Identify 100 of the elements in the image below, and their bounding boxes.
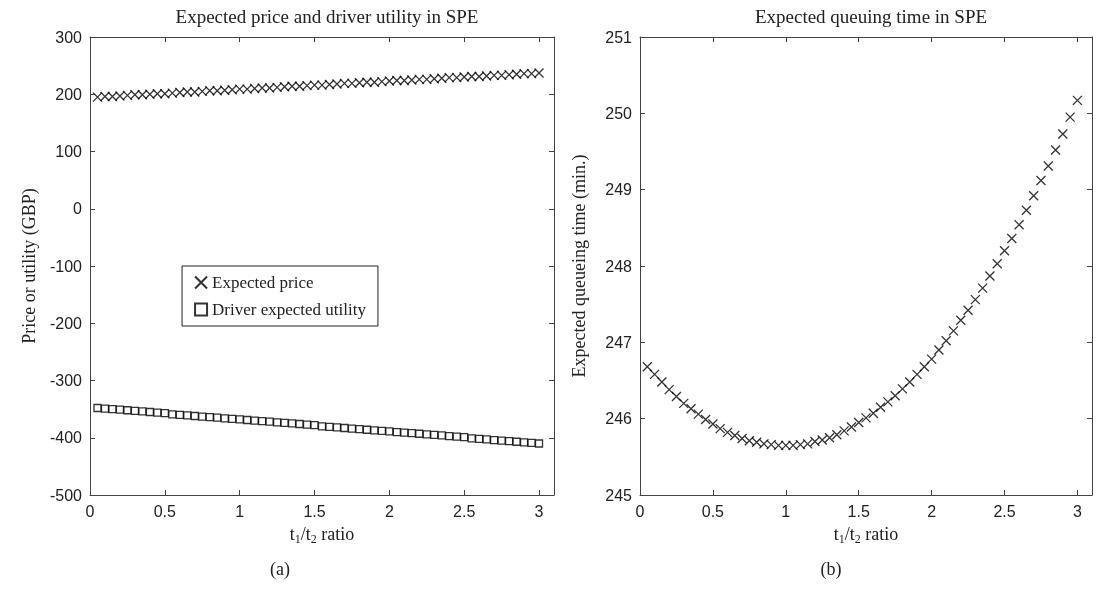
point: [287, 419, 297, 428]
point: [340, 423, 349, 433]
point: [875, 402, 886, 413]
point: [904, 376, 915, 388]
point: [511, 69, 522, 80]
point: [671, 391, 682, 402]
point: [736, 433, 748, 444]
x-tick-label: 2.5: [453, 502, 476, 520]
point: [346, 78, 358, 89]
point: [693, 408, 704, 420]
point: [198, 412, 207, 421]
point: [213, 413, 222, 422]
point: [1057, 128, 1068, 140]
point: [715, 423, 726, 434]
point: [219, 85, 230, 96]
point: [123, 406, 132, 415]
point: [700, 414, 711, 425]
point: [430, 430, 439, 440]
point: [526, 68, 537, 79]
chart-title: Expected price and driver utility in SPE: [175, 6, 479, 27]
point: [533, 67, 545, 79]
point: [235, 415, 244, 424]
point: [212, 85, 223, 96]
point: [933, 344, 945, 356]
point: [919, 361, 930, 372]
y-tick-label: 100: [55, 143, 83, 160]
point: [809, 436, 821, 447]
point: [406, 74, 417, 86]
point: [984, 270, 996, 282]
point: [795, 439, 806, 450]
y-tick-label: 250: [605, 104, 633, 122]
point: [534, 439, 544, 448]
point: [325, 422, 334, 432]
point: [780, 440, 791, 451]
point: [846, 421, 857, 433]
y-tick-label: 0: [73, 200, 83, 218]
point: [678, 398, 689, 409]
point: [642, 361, 653, 372]
point: [369, 77, 380, 88]
point: [355, 425, 364, 434]
point: [853, 417, 864, 428]
point: [831, 429, 842, 440]
point: [707, 418, 719, 430]
point: [421, 74, 432, 85]
point: [385, 427, 394, 436]
point: [497, 436, 506, 445]
text: (b): [820, 559, 842, 580]
point: [429, 73, 440, 84]
point: [444, 72, 455, 83]
point: [729, 430, 740, 441]
x-tick-label: 2: [384, 502, 394, 520]
point: [941, 335, 952, 346]
point: [301, 80, 313, 91]
point: [824, 432, 835, 443]
x-tick-label: 0.5: [153, 502, 177, 520]
point: [316, 79, 328, 91]
x-tick-label: 2.5: [993, 502, 1016, 520]
point: [999, 245, 1010, 256]
y-axis-title: Price or utility (GBP): [19, 188, 40, 344]
y-tick-label: -200: [49, 314, 83, 332]
y-tick-label: 247: [605, 333, 633, 351]
point: [354, 77, 365, 88]
point: [649, 369, 660, 380]
point: [962, 305, 974, 316]
point: [955, 315, 966, 326]
point: [249, 83, 260, 94]
point: [992, 258, 1003, 269]
point: [280, 418, 289, 428]
x-tick-label: 0: [85, 502, 95, 520]
point: [773, 440, 784, 451]
point: [310, 421, 319, 430]
point: [183, 411, 192, 420]
point: [309, 79, 320, 91]
point: [332, 423, 342, 432]
point: [656, 376, 668, 388]
point: [751, 437, 762, 448]
point: [294, 81, 305, 92]
point: [868, 408, 879, 419]
point: [482, 435, 491, 444]
point: [977, 282, 988, 294]
point: [1035, 175, 1047, 186]
y-tick-label: -100: [49, 257, 83, 275]
point: [415, 429, 424, 438]
point: [758, 438, 770, 450]
point: [948, 325, 959, 337]
point: [152, 88, 163, 99]
point: [93, 403, 102, 413]
y-axis-title: Expected queueing time (min.): [569, 154, 590, 378]
point: [460, 433, 469, 442]
point: [451, 72, 462, 83]
point: [347, 424, 357, 433]
x-tick-label: 2: [927, 502, 937, 520]
point: [1043, 160, 1054, 172]
point: [189, 86, 200, 98]
point: [860, 412, 872, 424]
point: [391, 75, 402, 86]
point: [153, 408, 162, 417]
point: [488, 70, 500, 81]
point: [787, 440, 799, 451]
point: [838, 425, 850, 437]
